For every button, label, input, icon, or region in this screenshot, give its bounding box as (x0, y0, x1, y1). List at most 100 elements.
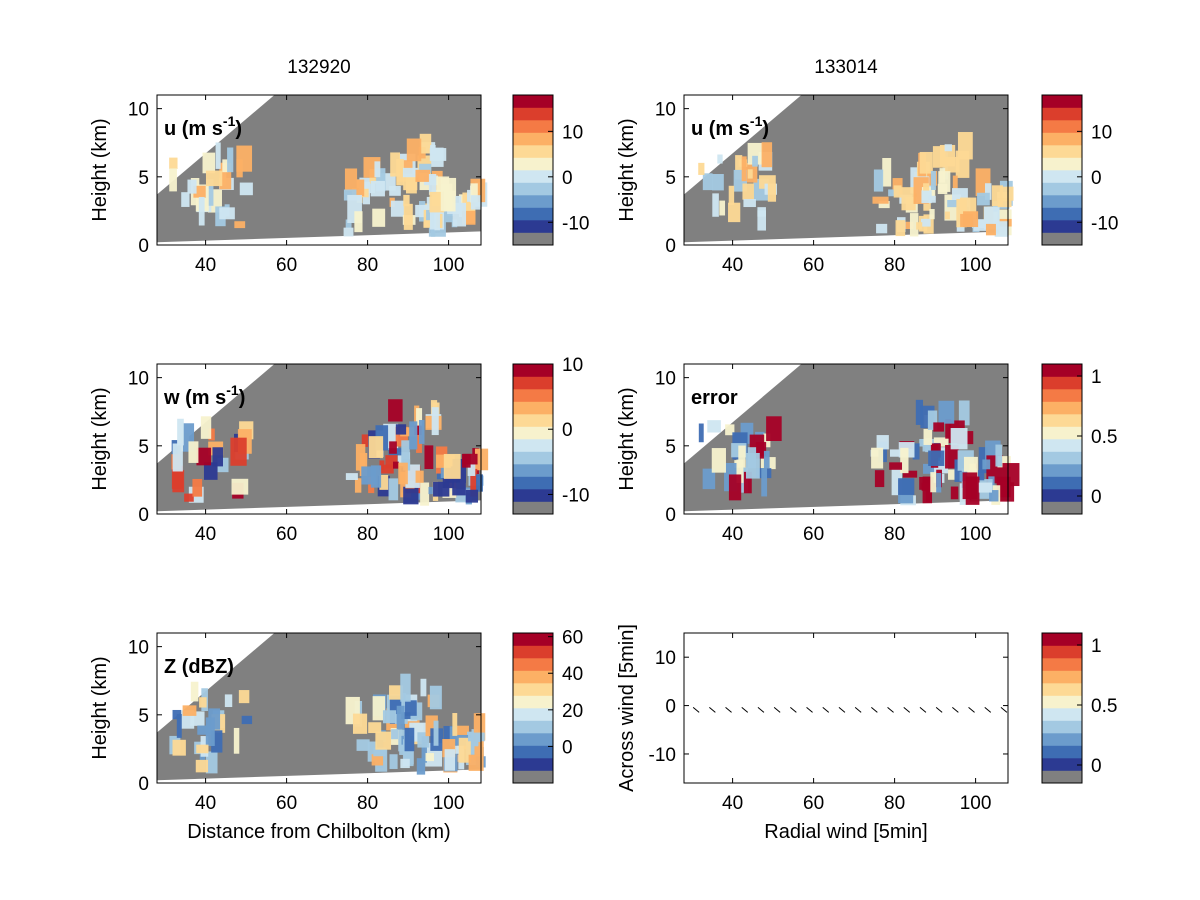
echo-patch (735, 155, 743, 180)
colorbar-swatch (1042, 720, 1082, 734)
echo-patch (355, 444, 366, 471)
echo-patch (985, 223, 996, 236)
colorbar-swatch (513, 633, 553, 646)
x-tick-label: 100 (433, 255, 465, 276)
echo-patch (388, 478, 399, 501)
colorbar-swatch (1042, 414, 1082, 427)
echo-patch (390, 152, 401, 177)
echo-patch (396, 158, 404, 186)
echo-patch (938, 400, 955, 424)
echo-patch (698, 423, 704, 443)
panel-label-close: ) (762, 118, 769, 140)
echo-patch (420, 678, 427, 697)
echo-patch (412, 730, 418, 739)
echo-patch (202, 152, 216, 174)
echo-patch (973, 219, 989, 231)
colorbar-frame (512, 94, 554, 246)
panel-label: w (m s-1) (163, 382, 245, 409)
echo-patch (712, 174, 724, 191)
colorbar-tick-label: 0.5 (1091, 696, 1117, 717)
echo-patch (930, 472, 937, 493)
echo-patch (421, 736, 427, 763)
x-tick-label: 60 (803, 793, 824, 814)
echo-patch (372, 696, 386, 721)
x-tick-label: 100 (433, 524, 465, 545)
panel-label: u (m s-1) (691, 113, 769, 140)
echo-patch (997, 198, 1012, 208)
colorbar-swatch (1042, 220, 1082, 233)
echo-patch (205, 170, 223, 187)
colorbar-frame (1041, 94, 1083, 246)
colorbar-frame (1041, 363, 1083, 515)
echo-patch (182, 705, 197, 716)
colorbar-swatch (1042, 770, 1082, 784)
echo-patch (952, 175, 958, 190)
echo-patch (923, 202, 931, 211)
echo-patch (415, 169, 431, 182)
echo-patch (725, 424, 735, 436)
echo-patch (434, 213, 440, 231)
panel-label-text: w (m s (163, 387, 226, 409)
colorbar-swatch (513, 232, 553, 246)
echo-patch (205, 751, 218, 774)
echo-patch (947, 200, 963, 208)
y-tick-label: 5 (138, 437, 149, 458)
colorbar-swatch (1042, 145, 1082, 158)
panel-label: u (m s-1) (164, 113, 242, 140)
colorbar-frame (1041, 632, 1083, 784)
echo-patch (931, 443, 941, 458)
echo-patch (944, 144, 952, 152)
colorbar-tick-label: 10 (562, 122, 583, 143)
echo-patch (915, 399, 924, 425)
colorbar-swatch (1042, 207, 1082, 221)
echo-patch (403, 486, 419, 505)
echo-patch (181, 192, 190, 207)
colorbar-tick-label: 60 (562, 628, 583, 649)
echo-patch (428, 173, 437, 195)
echo-patch (391, 729, 399, 740)
echo-patch (371, 754, 384, 766)
colorbar-swatch (1042, 426, 1082, 440)
echo-patch (874, 470, 885, 488)
echo-patch (473, 713, 486, 741)
x-tick-label: 40 (195, 793, 216, 814)
echo-patch (402, 167, 419, 178)
colorbar-swatch (513, 708, 553, 721)
echo-patch (382, 710, 397, 724)
x-axis-label: Radial wind [5min] (764, 821, 927, 843)
x-tick-label: 60 (276, 255, 297, 276)
colorbar-swatch (513, 170, 553, 183)
echo-patch (743, 471, 752, 494)
echo-patch (452, 482, 466, 496)
echo-patch (200, 416, 212, 439)
echo-patch (343, 227, 354, 237)
echo-patch (717, 154, 723, 164)
colorbar-swatch (513, 376, 553, 390)
colorbar-swatch (513, 464, 553, 477)
panel-label: Z (dBZ) (164, 656, 234, 678)
colorbar-swatch (1042, 451, 1082, 465)
panel-label-text: u (m s (164, 118, 223, 140)
panel-label: error (691, 387, 738, 409)
echo-patch (872, 196, 889, 204)
colorbar-swatch (1042, 232, 1082, 246)
echo-patch (443, 453, 461, 479)
echo-patch (182, 423, 195, 452)
y-axis-label: Height (km) (89, 118, 111, 221)
echo-patch (390, 200, 405, 217)
echo-patch (188, 441, 199, 463)
echo-patch (707, 420, 721, 433)
wind-vector (887, 707, 894, 713)
echo-patch (356, 739, 370, 751)
echo-patch (736, 457, 744, 483)
echo-patch (950, 486, 959, 500)
echo-patch (467, 454, 476, 476)
echo-patch (224, 694, 233, 708)
colorbar-swatch (513, 501, 553, 515)
echo-patch (923, 428, 933, 445)
echo-patch (429, 191, 445, 213)
colorbar-tick-label: 0.5 (1091, 427, 1117, 448)
panel-label-close: ) (235, 118, 242, 140)
colorbar-swatch (1042, 683, 1082, 696)
